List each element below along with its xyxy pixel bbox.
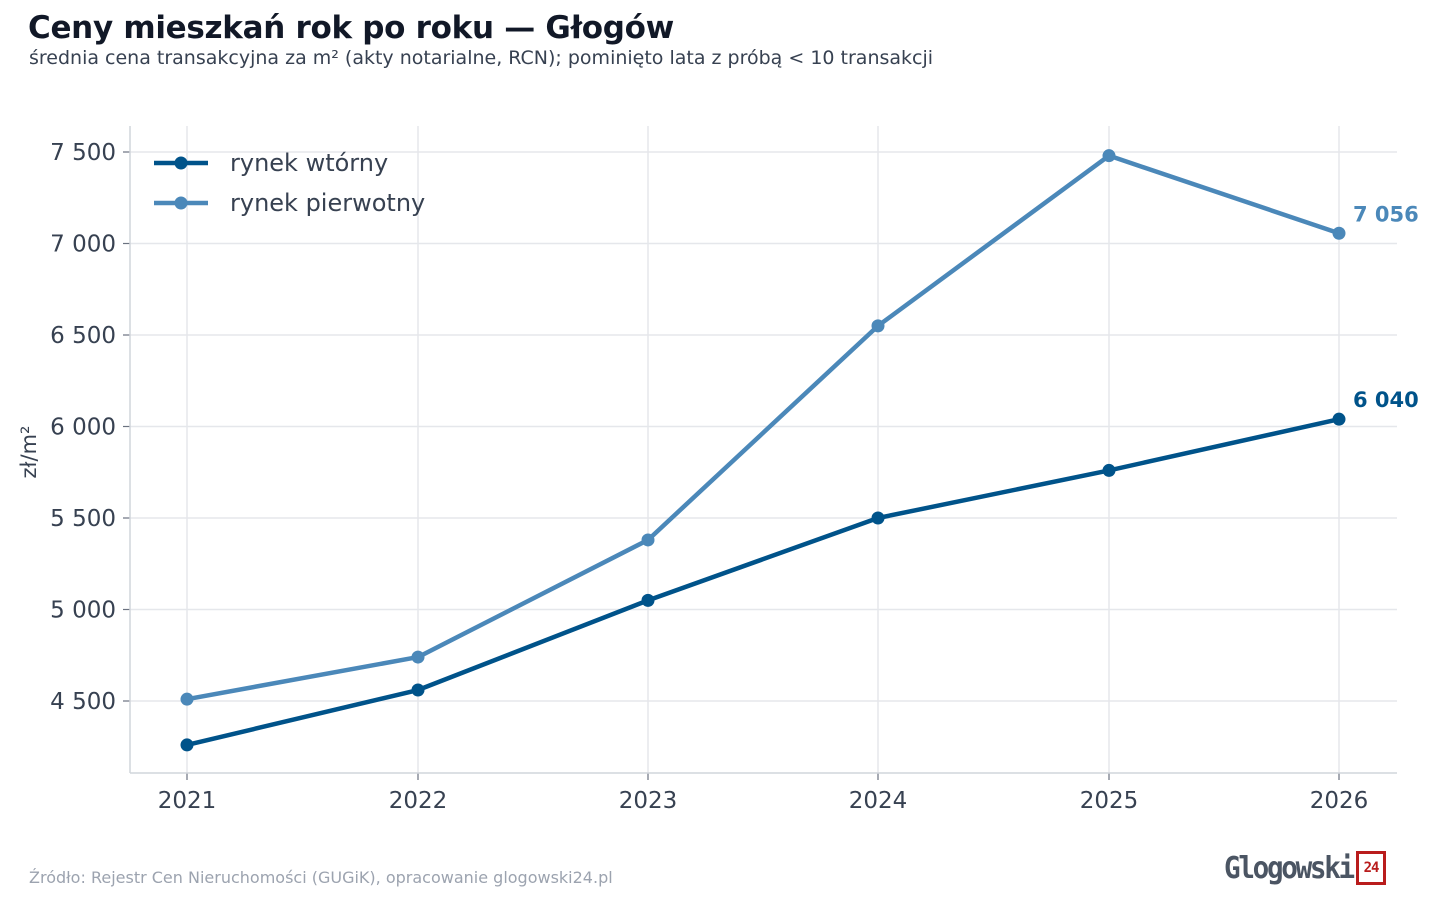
data-point bbox=[871, 319, 885, 333]
data-point bbox=[411, 683, 425, 697]
series-rynek-wtorny: 6 040 bbox=[180, 388, 1419, 752]
y-tick-label: 4 500 bbox=[50, 689, 116, 715]
data-point bbox=[180, 738, 194, 752]
legend-label: rynek wtórny bbox=[230, 149, 388, 177]
legend-label: rynek pierwotny bbox=[230, 189, 425, 217]
legend-swatch-marker bbox=[174, 156, 188, 170]
series-line bbox=[184, 153, 1342, 702]
end-value-label: 6 040 bbox=[1353, 388, 1419, 412]
y-axis-label: zł/m² bbox=[17, 426, 41, 479]
data-point bbox=[1332, 226, 1346, 240]
brand-logo[interactable]: Glogowski 24 bbox=[1224, 848, 1387, 888]
data-point bbox=[641, 533, 655, 547]
y-tick-label: 7 000 bbox=[50, 232, 116, 258]
grid-layer bbox=[130, 126, 1397, 773]
data-point bbox=[1102, 463, 1116, 477]
data-point bbox=[180, 692, 194, 706]
data-point bbox=[1102, 149, 1116, 163]
legend-item: rynek wtórny bbox=[154, 149, 388, 177]
x-tick-label: 2022 bbox=[389, 788, 448, 814]
y-tick-label: 5 500 bbox=[50, 506, 116, 532]
logo-wordmark: Glogowski bbox=[1224, 850, 1355, 886]
y-tick-label: 7 500 bbox=[50, 140, 116, 166]
data-point bbox=[1332, 412, 1346, 426]
legend-item: rynek pierwotny bbox=[154, 189, 425, 217]
data-point bbox=[411, 650, 425, 664]
x-tick-label: 2021 bbox=[158, 788, 217, 814]
series-rynek-pierwotny: 7 056 bbox=[180, 149, 1419, 706]
series-layer: 7 056 6 040 bbox=[180, 149, 1419, 752]
y-tick-label: 5 000 bbox=[50, 598, 116, 624]
axis-layer: 4 500 5 000 5 500 6 000 6 500 7 000 7 500 2021 2… bbox=[17, 126, 1397, 814]
end-value-label: 7 056 bbox=[1353, 202, 1419, 226]
chart-title: Ceny mieszkań rok po roku — Głogów bbox=[28, 10, 674, 46]
x-tick-label: 2026 bbox=[1310, 788, 1369, 814]
legend: rynek wtórny rynek pierwotny bbox=[154, 149, 425, 217]
data-point bbox=[641, 593, 655, 607]
x-tick-label: 2024 bbox=[849, 788, 908, 814]
x-tick-label: 2023 bbox=[619, 788, 678, 814]
x-tick-label: 2025 bbox=[1080, 788, 1139, 814]
logo-badge: 24 bbox=[1356, 851, 1387, 885]
source-note: Źródło: Rejestr Cen Nieruchomości (GUGiK… bbox=[29, 868, 613, 887]
chart-subtitle: średnia cena transakcyjna za m² (akty no… bbox=[29, 47, 934, 69]
y-tick-label: 6 000 bbox=[50, 415, 116, 441]
legend-swatch-marker bbox=[174, 196, 188, 210]
y-tick-label: 6 500 bbox=[50, 323, 116, 349]
series-line bbox=[184, 416, 1342, 748]
data-point bbox=[871, 511, 885, 525]
